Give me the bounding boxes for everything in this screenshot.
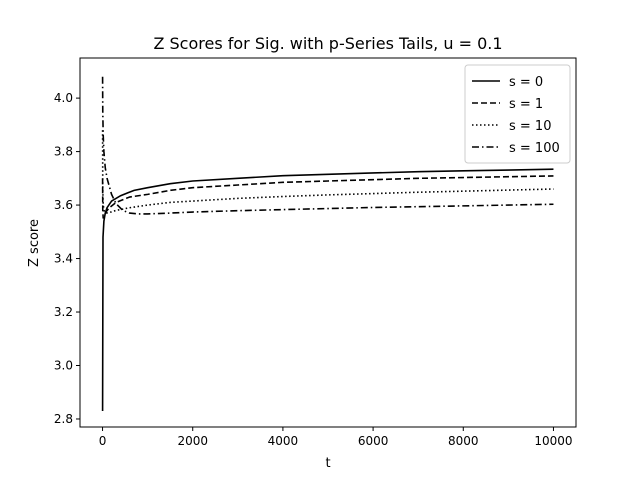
legend-label-2: s = 10 xyxy=(509,119,551,134)
y-tick-label: 3.8 xyxy=(54,145,73,159)
y-tick-label: 3.0 xyxy=(54,359,73,373)
y-tick-label: 4.0 xyxy=(54,91,73,105)
chart-title: Z Scores for Sig. with p-Series Tails, u… xyxy=(153,34,502,53)
plot-lines xyxy=(101,76,554,411)
y-tick-label: 3.6 xyxy=(54,198,73,212)
x-tick-label: 0 xyxy=(99,434,107,448)
x-tick-label: 4000 xyxy=(268,434,299,448)
x-tick-label: 8000 xyxy=(448,434,479,448)
x-tick-label: 10000 xyxy=(534,434,572,448)
legend: s = 0 s = 1 s = 10 s = 100 xyxy=(464,64,571,164)
x-axis-label: t xyxy=(325,456,330,471)
y-axis-label: Z score xyxy=(27,219,42,267)
series-line-3 xyxy=(101,76,554,215)
legend-label-3: s = 100 xyxy=(509,141,560,156)
series-line-2 xyxy=(101,130,554,214)
legend-label-0: s = 0 xyxy=(509,75,543,90)
x-axis-ticks: 0 2000 4000 6000 8000 10000 xyxy=(99,427,573,448)
legend-box xyxy=(464,64,571,164)
series-line-1 xyxy=(101,175,554,219)
y-tick-label: 3.2 xyxy=(54,305,73,319)
legend-label-1: s = 1 xyxy=(509,97,543,112)
x-tick-label: 6000 xyxy=(358,434,389,448)
y-tick-label: 2.8 xyxy=(54,412,73,426)
y-tick-label: 3.4 xyxy=(54,252,73,266)
y-axis-ticks: 2.8 3.0 3.2 3.4 3.6 3.8 4.0 xyxy=(54,91,80,426)
x-tick-label: 2000 xyxy=(177,434,208,448)
axes-frame xyxy=(79,57,577,428)
